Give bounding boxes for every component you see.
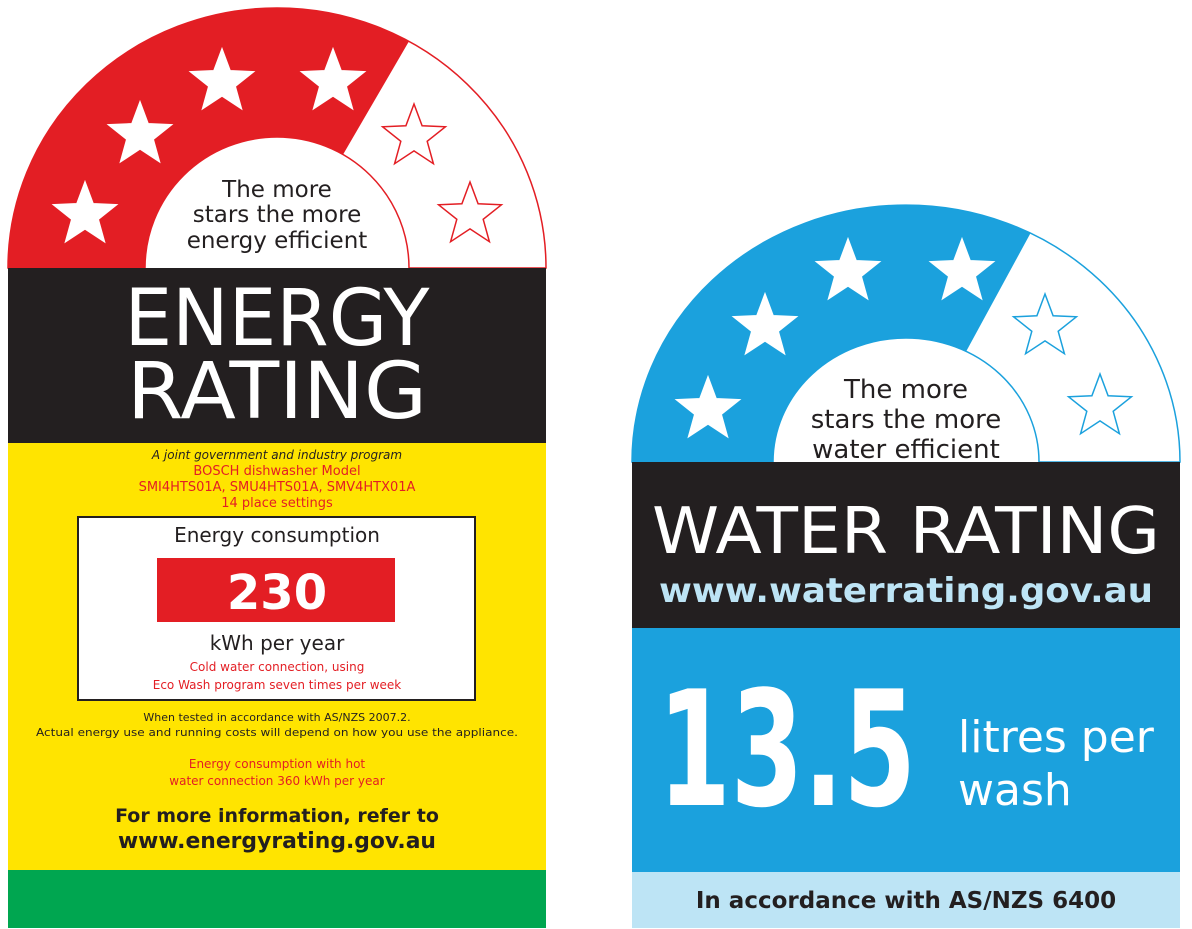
conditions: Eco Wash program seven times per week (153, 678, 402, 692)
star (188, 46, 256, 111)
more-info: For more information, refer to (115, 805, 439, 827)
consumption-value: 230 (227, 565, 327, 621)
energy-label: The more stars the more energy efficient… (7, 7, 547, 928)
url: www.waterrating.gov.au (659, 571, 1153, 611)
test-note: Actual energy use and running costs will… (36, 726, 518, 739)
water-label: The more stars the more water efficient … (631, 204, 1181, 928)
star (1066, 371, 1134, 436)
arch-text: energy efficient (187, 228, 368, 254)
star (814, 236, 882, 301)
star (299, 46, 367, 111)
arch-text: The more (843, 375, 968, 405)
test-note: When tested in accordance with AS/NZS 20… (143, 711, 410, 724)
program: A joint government and industry program (151, 448, 402, 462)
star (380, 101, 448, 166)
star (436, 179, 504, 244)
unit: litres per (958, 712, 1155, 763)
arch-text: water efficient (812, 435, 1000, 465)
hot-water: water connection 360 kWh per year (169, 774, 384, 788)
conditions: Cold water connection, using (190, 660, 365, 674)
star (731, 291, 799, 356)
consumption-unit: kWh per year (210, 631, 345, 655)
star (106, 99, 174, 164)
title: ENERGY (125, 274, 430, 364)
arch-text: stars the more (811, 405, 1001, 435)
arch-text: The more (221, 177, 332, 203)
model: BOSCH dishwasher Model (193, 464, 360, 479)
star (928, 236, 996, 301)
model: 14 place settings (221, 496, 333, 511)
model: SMI4HTS01A, SMU4HTS01A, SMV4HTX01A (139, 480, 416, 495)
star (51, 179, 119, 244)
title: RATING (127, 347, 427, 437)
star (674, 374, 742, 439)
consumption-label: Energy consumption (174, 523, 380, 547)
unit: wash (958, 765, 1072, 816)
arch-text: stars the more (193, 202, 361, 228)
url: www.energyrating.gov.au (118, 829, 436, 854)
star (1011, 291, 1079, 356)
value: 13.5 (658, 656, 916, 843)
title: WATER RATING (652, 495, 1160, 569)
hot-water: Energy consumption with hot (189, 757, 366, 771)
standard: In accordance with AS/NZS 6400 (696, 888, 1116, 914)
